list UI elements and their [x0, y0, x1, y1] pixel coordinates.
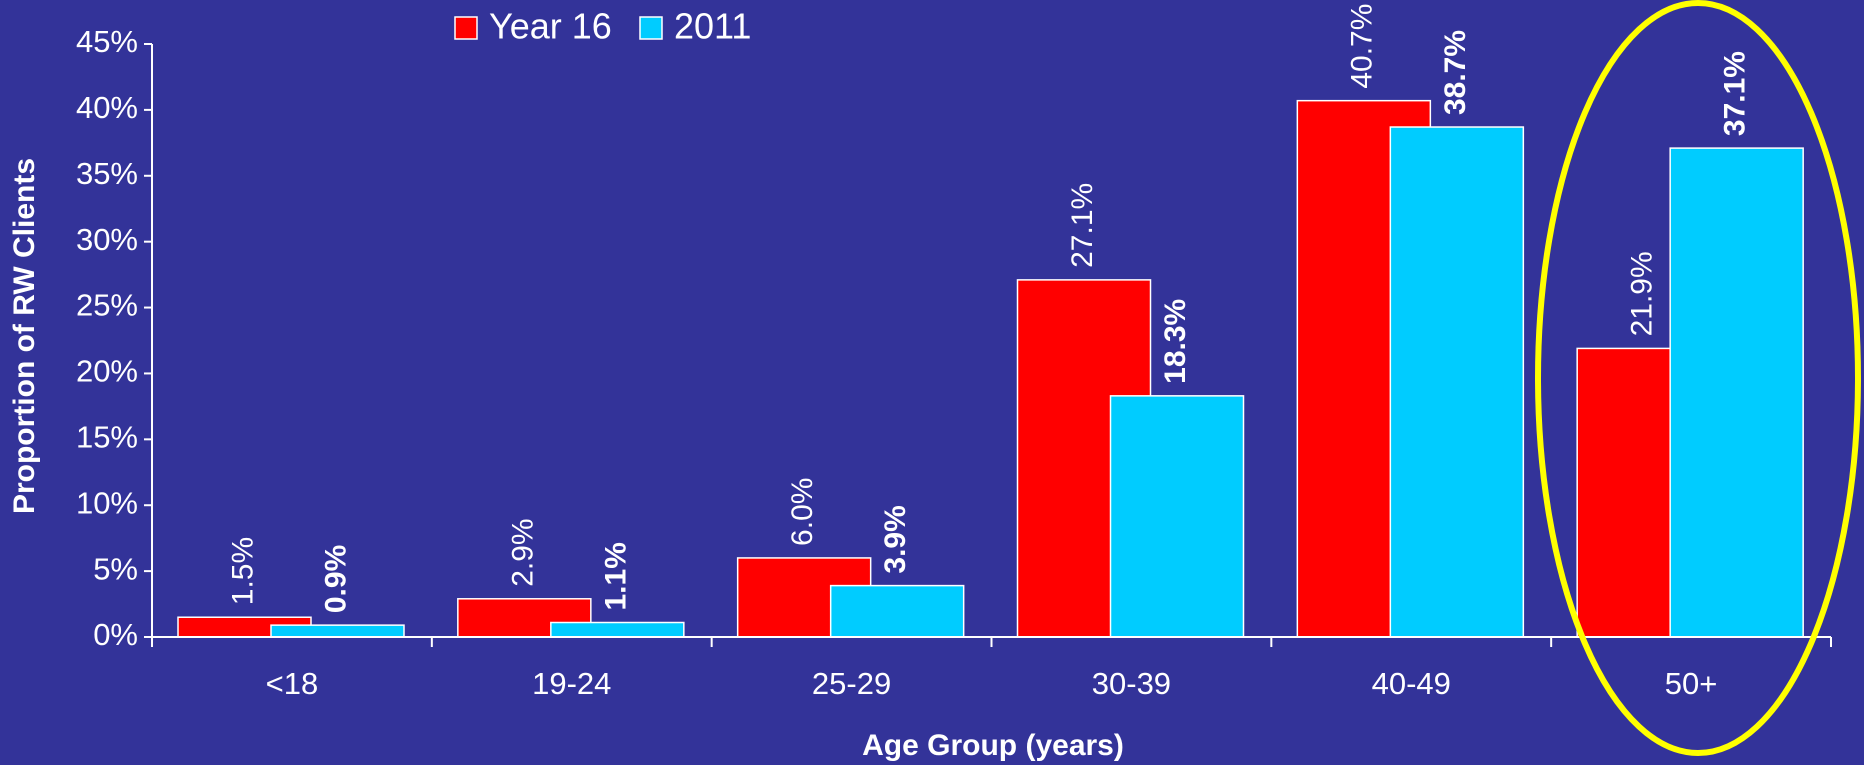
highlight-ellipse [1535, 0, 1861, 756]
legend-swatch [454, 16, 478, 40]
value-label: 40.7% [1346, 4, 1379, 89]
bar [1109, 395, 1245, 638]
value-label: 21.9% [1626, 251, 1659, 336]
y-tick-label: 5% [93, 551, 138, 586]
y-axis-title: Proportion of RW Clients [8, 158, 41, 514]
bar [270, 624, 405, 638]
y-tick-label: 35% [76, 156, 138, 191]
x-tick-label: 40-49 [1372, 666, 1451, 701]
x-tick-label: 30-39 [1092, 666, 1171, 701]
x-tick-label: 19-24 [532, 666, 611, 701]
x-tick-label: 25-29 [812, 666, 891, 701]
y-tick-label: 25% [76, 288, 138, 323]
value-label: 1.1% [599, 542, 632, 610]
plot-area: 0% 5% 10% 15% 20% 25% 30% 35% 40% 45% 1.5% 2.9% 6.0%… [76, 4, 1832, 701]
y-tick-label: 10% [76, 485, 138, 520]
value-label: 18.3% [1159, 299, 1192, 384]
value-label: 6.0% [786, 478, 819, 546]
y-tick-label: 30% [76, 222, 138, 257]
value-label: 37.1% [1719, 51, 1752, 136]
legend-label: Year 16 [489, 6, 612, 47]
x-axis-title: Age Group (years) [862, 729, 1124, 762]
legend-swatch [639, 16, 663, 40]
bar [829, 584, 965, 638]
bar [550, 621, 685, 638]
bar [1669, 147, 1804, 638]
value-label: 38.7% [1439, 30, 1472, 115]
x-tick-label: 50+ [1665, 666, 1718, 701]
y-tick-label: 15% [76, 420, 138, 455]
legend-label: 2011 [674, 6, 751, 47]
value-label: 0.9% [319, 545, 352, 613]
value-label: 2.9% [506, 518, 539, 586]
bar [457, 598, 592, 638]
y-tick-label: 45% [76, 24, 138, 59]
y-tick-label: 0% [93, 617, 138, 652]
x-tick-label: <18 [266, 666, 319, 701]
value-label: 3.9% [879, 505, 912, 573]
value-label: 1.5% [226, 537, 259, 605]
bar [1389, 126, 1525, 638]
value-label: 27.1% [1066, 183, 1099, 268]
y-tick-label: 40% [76, 90, 138, 125]
y-tick-label: 20% [76, 354, 138, 389]
